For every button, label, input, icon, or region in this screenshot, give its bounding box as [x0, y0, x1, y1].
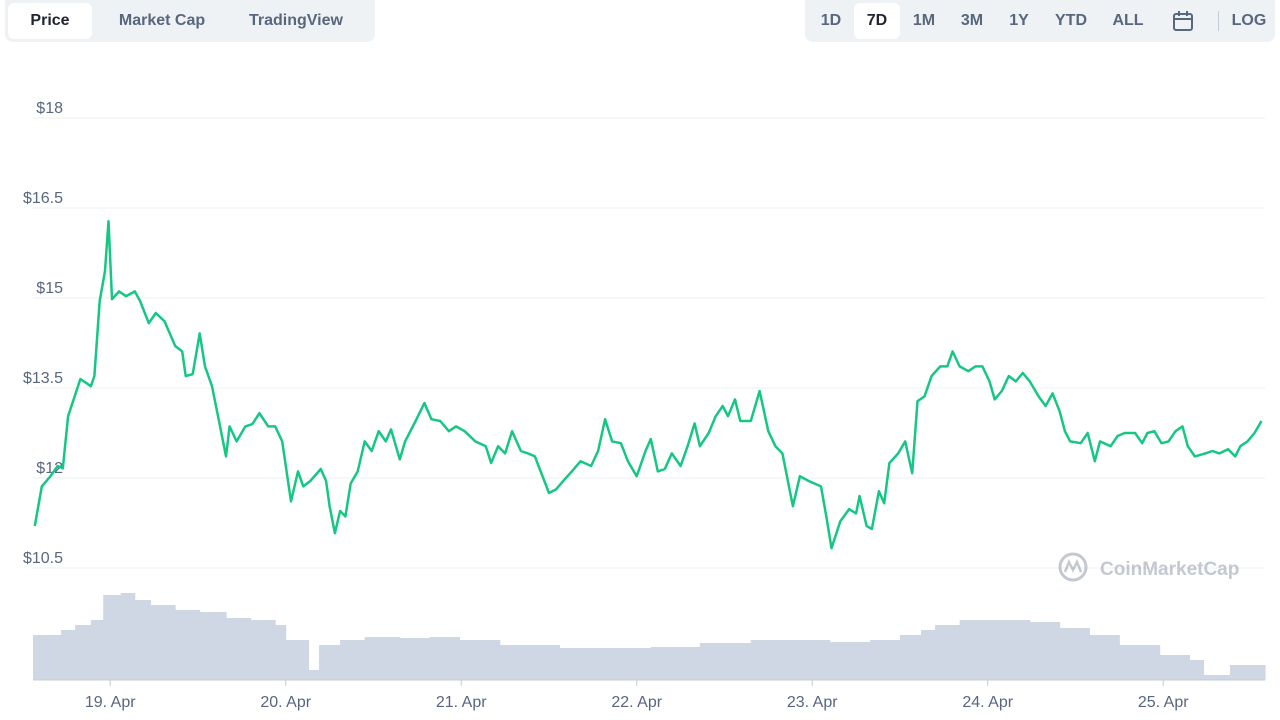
- volume-bar: [150, 605, 176, 680]
- volume-bar: [399, 638, 431, 680]
- volume-bar: [1059, 628, 1091, 680]
- volume-bar: [559, 648, 652, 680]
- volume-bar: [899, 635, 922, 680]
- tab[interactable]: TradingView: [249, 12, 343, 29]
- y-tick-label: $13.5: [23, 370, 63, 387]
- x-tick-label: 23. Apr: [787, 694, 838, 711]
- x-tick-label: 22. Apr: [611, 694, 662, 711]
- separator: [1218, 11, 1219, 31]
- volume-bar: [499, 645, 560, 680]
- volume-bar: [429, 637, 460, 680]
- volume-bar: [285, 640, 310, 680]
- volume-bar: [459, 640, 501, 680]
- volume-bar: [134, 600, 152, 680]
- y-tick-label: $16.5: [23, 190, 63, 207]
- volume-bar: [959, 620, 1001, 680]
- volume-bar: [1203, 675, 1231, 680]
- x-tick-label: 19. Apr: [85, 694, 136, 711]
- y-tick-label: $10.5: [23, 550, 63, 567]
- calendar-icon: [1173, 11, 1193, 31]
- volume-bar: [199, 612, 227, 680]
- x-tick-label: 21. Apr: [436, 694, 487, 711]
- volume-bar: [750, 640, 831, 680]
- tab[interactable]: Market Cap: [118, 12, 206, 29]
- volume-bar: [699, 643, 752, 680]
- x-tick-label: 20. Apr: [260, 694, 311, 711]
- watermark: CoinMarketCap: [1058, 552, 1239, 582]
- volume-bar: [921, 630, 936, 680]
- volume-bar: [90, 620, 104, 680]
- range-button[interactable]: 3M: [960, 12, 984, 29]
- watermark-text: CoinMarketCap: [1100, 559, 1239, 580]
- volume-bar: [1119, 645, 1161, 680]
- volume-bar: [319, 645, 341, 680]
- volume-bar: [250, 620, 276, 680]
- volume-bar: [103, 595, 122, 680]
- volume-bar: [870, 640, 901, 680]
- volume-bar: [226, 618, 252, 680]
- volume-bar: [120, 593, 136, 680]
- volume-bar: [1189, 660, 1205, 680]
- x-tick-label: 24. Apr: [962, 694, 1013, 711]
- volume-bar: [1159, 655, 1191, 680]
- view-tabs: Price Market Cap TradingView: [5, 0, 375, 42]
- calendar-button[interactable]: [1156, 3, 1210, 39]
- range-button[interactable]: 1Y: [1009, 12, 1029, 29]
- y-tick-label: $12: [36, 460, 63, 477]
- volume-bar: [61, 630, 76, 680]
- volume-bar: [650, 647, 701, 680]
- x-tick-label: 25. Apr: [1138, 694, 1189, 711]
- volume-bar: [308, 670, 320, 680]
- range-button[interactable]: 1D: [820, 12, 842, 29]
- volume-bar: [999, 620, 1031, 680]
- tab[interactable]: Price: [8, 3, 92, 39]
- volume-bar: [33, 635, 62, 680]
- volume-bar: [1229, 665, 1266, 680]
- volume-bar: [829, 642, 871, 680]
- volume-bar: [75, 625, 92, 680]
- volume-bar: [275, 625, 287, 680]
- range-button[interactable]: ALL: [1112, 12, 1144, 29]
- range-buttons: 1D 7D 1M 3M 1Y YTD ALL LOG: [805, 0, 1275, 42]
- volume-bar: [1029, 622, 1061, 680]
- volume-bar: [364, 637, 401, 680]
- volume-bar: [340, 640, 366, 680]
- log-button[interactable]: LOG: [1231, 12, 1267, 29]
- y-tick-label: $18: [36, 100, 63, 117]
- range-button[interactable]: YTD: [1055, 12, 1087, 29]
- range-button[interactable]: 1M: [912, 12, 936, 29]
- volume-bar: [1089, 635, 1120, 680]
- range-button[interactable]: 7D: [854, 3, 900, 39]
- volume-bar: [175, 610, 201, 680]
- price-line: [33, 219, 1263, 550]
- volume-bar: [935, 625, 961, 680]
- y-tick-label: $15: [36, 280, 63, 297]
